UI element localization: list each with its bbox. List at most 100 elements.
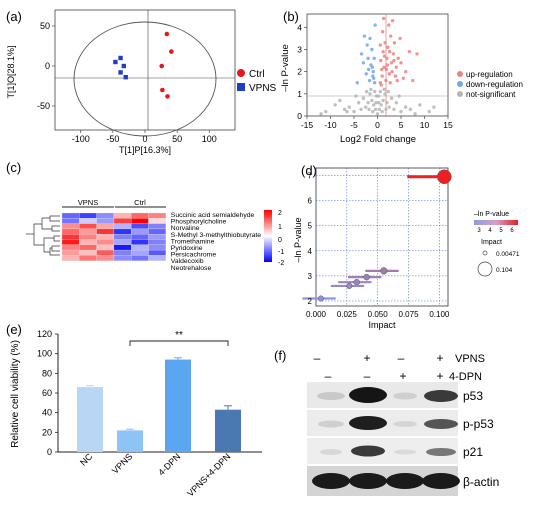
heatmap-cell <box>131 228 149 235</box>
heatmap-cell <box>79 212 97 219</box>
b-point-not-significant <box>345 109 349 114</box>
b-point-not-significant <box>352 109 356 114</box>
b-point-not-significant <box>418 103 422 107</box>
dpn-sign-3: + <box>399 369 406 383</box>
b-point-up-regulation <box>395 78 399 83</box>
b-point-not-significant <box>366 100 370 105</box>
a-x-tick-label: 50 <box>172 134 182 144</box>
d-y-tick-label: 2 <box>308 297 313 306</box>
b-point-down-regulation <box>366 56 370 61</box>
a-y-tick-label: -50 <box>37 101 50 111</box>
heatmap-cell <box>113 223 132 230</box>
heatmap-cell <box>131 212 149 219</box>
heatmap-cell <box>79 228 97 235</box>
size-legend-small-label: 0.00471 <box>496 251 520 258</box>
panel-c-dendrogram <box>26 215 60 256</box>
a-point-ctrl <box>159 63 165 69</box>
b-point-up-regulation <box>396 56 400 61</box>
panel-d-points <box>302 169 452 302</box>
size-legend-title: Impact <box>481 239 502 246</box>
vpns-sign-2: + <box>363 351 370 365</box>
band-pp53-lane3 <box>393 421 417 427</box>
heatmap-cell <box>131 234 149 240</box>
panel-e-y-ticks: 0 20 40 60 80 100 120 <box>37 329 58 457</box>
b-point-up-regulation <box>390 18 395 23</box>
b-point-up-regulation <box>384 67 389 72</box>
b-point-not-significant <box>357 100 361 105</box>
heatmap-row-label: Succinic acid semialdehyde <box>171 212 255 219</box>
b-point-up-regulation <box>380 30 385 34</box>
a-x-tick-label: 100 <box>202 134 217 144</box>
heatmap-cell <box>148 223 166 230</box>
b-point-not-significant <box>371 109 375 114</box>
panel-a-confidence-ellipse <box>73 21 217 137</box>
color-legend-gradient <box>474 220 518 225</box>
b-point-up-regulation <box>415 52 419 56</box>
band-p53-lane1 <box>317 392 345 400</box>
b-point-up-regulation <box>399 61 403 65</box>
b-x-tick-label: -5 <box>350 120 358 130</box>
b-point-not-significant <box>392 107 396 112</box>
b-y-tick-label: 1 <box>297 89 302 99</box>
heatmap-cell <box>79 255 97 261</box>
heatmap-cell <box>61 223 80 230</box>
panel-b-volcano-plot: (b) -15 -10 -5 0 5 10 15 0 1 2 3 4 Log2 Fold chang… <box>280 9 523 145</box>
size-legend-large <box>477 261 493 277</box>
scale-tick-2: 2 <box>278 210 282 217</box>
band-p53-lane2 <box>349 387 387 403</box>
heatmap-cell <box>79 249 97 256</box>
heatmap-cell <box>113 218 132 224</box>
b-point-not-significant <box>375 112 380 116</box>
heatmap-cell <box>96 249 115 256</box>
heatmap-row-label: Norvaline <box>171 225 200 232</box>
d-x-tick-label: 0.100 <box>429 310 450 319</box>
b-point-up-regulation <box>392 41 397 45</box>
b-point-down-regulation <box>361 61 366 65</box>
a-point-vpns <box>118 70 123 75</box>
b-point-up-regulation <box>411 78 415 83</box>
b-point-not-significant <box>389 96 394 100</box>
b-point-not-significant <box>413 112 417 116</box>
d-y-tick-label: 5 <box>308 222 313 231</box>
heatmap-cell <box>79 218 97 224</box>
heatmap-cell <box>148 239 166 245</box>
e-y-tick-label: 120 <box>37 329 52 339</box>
b-point-up-regulation <box>378 43 383 47</box>
panel-c-heatmap: (c) VPNS Ctrl Succinic acid semialdehyde… <box>6 160 284 272</box>
heatmap-cell <box>113 244 132 251</box>
panel-d-y-ticks: 2 3 4 5 6 7 <box>308 172 313 306</box>
b-point-down-regulation <box>372 81 377 85</box>
legend-ns-label: not-significant <box>466 90 516 99</box>
a-y-tick-label: 0 <box>45 61 50 71</box>
b-point-up-regulation <box>381 49 385 54</box>
d-point <box>437 169 452 185</box>
heatmap-cell <box>61 228 80 235</box>
panel-a-frame <box>54 9 236 131</box>
d-y-tick-label: 3 <box>308 272 313 281</box>
b-point-up-regulation <box>401 76 406 81</box>
b-point-not-significant <box>394 100 398 105</box>
b-point-not-significant <box>372 103 376 107</box>
b-point-up-regulation <box>379 83 383 87</box>
scale-tick-neg1: -1 <box>278 249 284 256</box>
vpns-sign-4: + <box>436 351 443 365</box>
b-point-not-significant <box>373 107 378 112</box>
heatmap-cell <box>96 218 115 224</box>
b-x-tick-label: 15 <box>443 120 453 130</box>
b-point-not-significant <box>367 107 371 112</box>
legend-ctrl-label: Ctrl <box>249 69 265 80</box>
significance-bracket <box>129 340 229 346</box>
group-label-ctrl: Ctrl <box>134 198 146 207</box>
heatmap-cell <box>131 218 149 224</box>
heatmap-row-label: S-Methyl 3-methylthiobutyrate <box>171 232 262 239</box>
panel-d-ylabel: –ln P-value <box>293 217 303 262</box>
panel-b-y-ticks: 0 1 2 3 4 <box>297 22 307 121</box>
heatmap-cell <box>113 212 132 219</box>
d-point <box>317 295 324 302</box>
d-point <box>346 282 353 289</box>
heatmap-row-label: Neotrehalose <box>171 265 212 272</box>
heatmap-cell <box>148 218 166 224</box>
band-actin-lane1 <box>312 473 350 489</box>
scale-tick-0: 0 <box>278 237 282 244</box>
b-point-up-regulation <box>383 41 387 45</box>
